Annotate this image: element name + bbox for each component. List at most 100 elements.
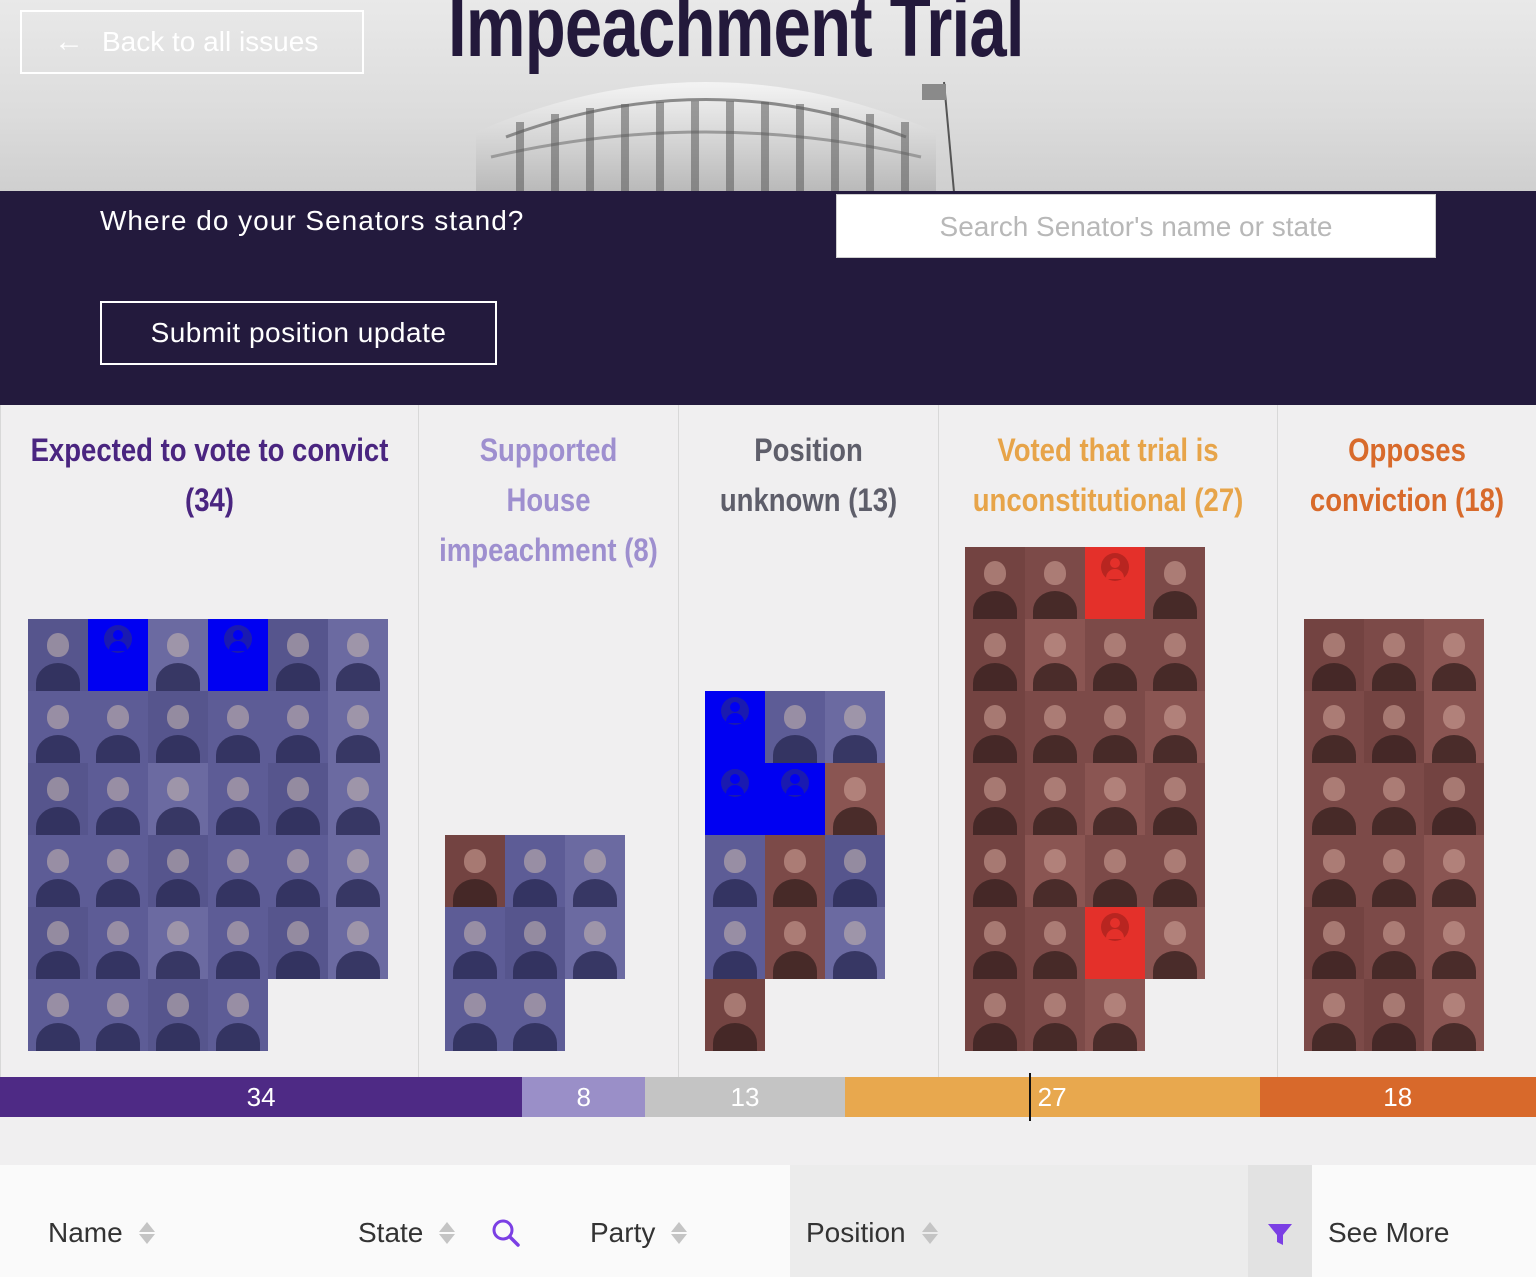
senator-photo[interactable] xyxy=(965,979,1025,1051)
senator-photo[interactable] xyxy=(765,907,825,979)
senator-photo[interactable] xyxy=(208,763,268,835)
state-column-header[interactable]: State xyxy=(358,1217,521,1249)
senator-photo[interactable] xyxy=(148,619,208,691)
senator-photo[interactable] xyxy=(1025,763,1085,835)
senator-photo[interactable] xyxy=(1145,763,1205,835)
senator-photo[interactable] xyxy=(268,907,328,979)
senator-photo[interactable] xyxy=(1364,763,1424,835)
senator-photo[interactable] xyxy=(148,979,208,1051)
senator-photo[interactable] xyxy=(1304,619,1364,691)
senator-photo[interactable] xyxy=(1025,691,1085,763)
senator-photo[interactable] xyxy=(28,619,88,691)
senator-photo[interactable] xyxy=(1424,691,1484,763)
senator-photo[interactable] xyxy=(208,979,268,1051)
senator-photo[interactable] xyxy=(1424,907,1484,979)
position-column-header[interactable]: Position xyxy=(806,1217,938,1249)
senator-photo[interactable] xyxy=(765,691,825,763)
senator-photo[interactable] xyxy=(88,835,148,907)
senator-photo[interactable] xyxy=(1304,979,1364,1051)
senator-photo[interactable] xyxy=(1364,907,1424,979)
senator-photo[interactable] xyxy=(965,619,1025,691)
back-to-issues-button[interactable]: ← Back to all issues xyxy=(20,10,364,74)
senator-photo[interactable] xyxy=(1145,691,1205,763)
senator-photo[interactable] xyxy=(148,691,208,763)
senator-photo[interactable] xyxy=(208,907,268,979)
senator-photo[interactable] xyxy=(88,763,148,835)
senator-photo[interactable] xyxy=(28,763,88,835)
sort-icon[interactable] xyxy=(921,1222,938,1244)
search-icon[interactable] xyxy=(491,1218,521,1248)
senator-photo[interactable] xyxy=(1304,763,1364,835)
senator-photo[interactable] xyxy=(1364,979,1424,1051)
sort-icon[interactable] xyxy=(439,1222,456,1244)
senator-photo[interactable] xyxy=(268,619,328,691)
senator-photo[interactable] xyxy=(1145,835,1205,907)
see-more-link[interactable]: See More xyxy=(1328,1217,1450,1248)
senator-photo[interactable] xyxy=(1364,691,1424,763)
senator-photo[interactable] xyxy=(705,835,765,907)
senator-photo[interactable] xyxy=(1085,691,1145,763)
senator-placeholder-photo[interactable] xyxy=(765,763,825,835)
senator-photo[interactable] xyxy=(1085,979,1145,1051)
senator-photo[interactable] xyxy=(1424,763,1484,835)
senator-placeholder-photo[interactable] xyxy=(1085,907,1145,979)
senator-photo[interactable] xyxy=(705,907,765,979)
senator-photo[interactable] xyxy=(28,979,88,1051)
senator-photo[interactable] xyxy=(328,835,388,907)
senator-photo[interactable] xyxy=(1424,979,1484,1051)
senator-photo[interactable] xyxy=(1304,691,1364,763)
senator-photo[interactable] xyxy=(88,691,148,763)
senator-photo[interactable] xyxy=(565,907,625,979)
senator-photo[interactable] xyxy=(1424,835,1484,907)
senator-photo[interactable] xyxy=(1085,619,1145,691)
senator-photo[interactable] xyxy=(88,979,148,1051)
senator-photo[interactable] xyxy=(328,691,388,763)
senator-photo[interactable] xyxy=(148,835,208,907)
senator-photo[interactable] xyxy=(1145,907,1205,979)
party-column-header[interactable]: Party xyxy=(590,1217,688,1249)
senator-placeholder-photo[interactable] xyxy=(705,763,765,835)
senator-photo[interactable] xyxy=(328,619,388,691)
senator-photo[interactable] xyxy=(825,835,885,907)
senator-photo[interactable] xyxy=(965,691,1025,763)
senator-placeholder-photo[interactable] xyxy=(705,691,765,763)
senator-photo[interactable] xyxy=(1085,763,1145,835)
senator-photo[interactable] xyxy=(825,691,885,763)
senator-photo[interactable] xyxy=(1364,835,1424,907)
senator-photo[interactable] xyxy=(965,907,1025,979)
sort-icon[interactable] xyxy=(138,1222,155,1244)
senator-photo[interactable] xyxy=(825,763,885,835)
senator-photo[interactable] xyxy=(148,907,208,979)
senator-photo[interactable] xyxy=(445,907,505,979)
senator-photo[interactable] xyxy=(28,907,88,979)
senator-photo[interactable] xyxy=(1304,835,1364,907)
senator-photo[interactable] xyxy=(1085,835,1145,907)
senator-photo[interactable] xyxy=(1145,619,1205,691)
senator-photo[interactable] xyxy=(328,763,388,835)
senator-photo[interactable] xyxy=(1025,907,1085,979)
senator-photo[interactable] xyxy=(1025,979,1085,1051)
senator-photo[interactable] xyxy=(965,763,1025,835)
senator-photo[interactable] xyxy=(208,691,268,763)
senator-search-input[interactable]: Search Senator's name or state xyxy=(836,194,1436,258)
senator-photo[interactable] xyxy=(1145,547,1205,619)
senator-photo[interactable] xyxy=(1025,547,1085,619)
senator-placeholder-photo[interactable] xyxy=(1085,547,1145,619)
senator-photo[interactable] xyxy=(28,691,88,763)
senator-photo[interactable] xyxy=(268,691,328,763)
senator-photo[interactable] xyxy=(328,907,388,979)
senator-photo[interactable] xyxy=(1025,619,1085,691)
senator-photo[interactable] xyxy=(148,763,208,835)
senator-photo[interactable] xyxy=(965,547,1025,619)
senator-photo[interactable] xyxy=(505,979,565,1051)
senator-photo[interactable] xyxy=(88,907,148,979)
senator-photo[interactable] xyxy=(705,979,765,1051)
senator-photo[interactable] xyxy=(565,835,625,907)
name-column-header[interactable]: Name xyxy=(48,1217,155,1249)
senator-photo[interactable] xyxy=(445,979,505,1051)
senator-photo[interactable] xyxy=(825,907,885,979)
senator-photo[interactable] xyxy=(268,763,328,835)
senator-photo[interactable] xyxy=(1304,907,1364,979)
senator-photo[interactable] xyxy=(505,835,565,907)
senator-photo[interactable] xyxy=(28,835,88,907)
